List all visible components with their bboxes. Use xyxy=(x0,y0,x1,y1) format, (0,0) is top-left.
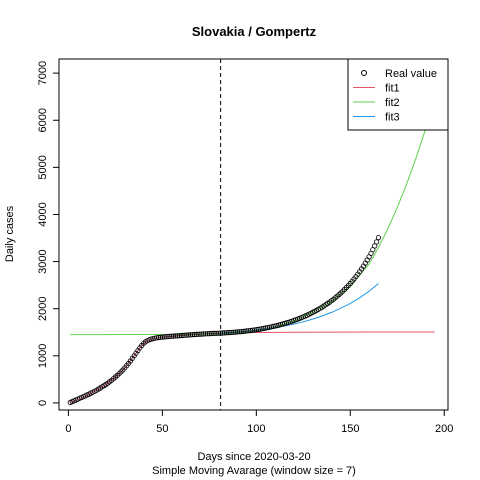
y-tick-label: 3000 xyxy=(37,249,49,273)
chart-title: Slovakia / Gompertz xyxy=(192,24,317,39)
legend-label: fit2 xyxy=(385,97,400,109)
y-tick-label: 1000 xyxy=(37,344,49,368)
x-tick-label: 0 xyxy=(65,423,71,435)
y-tick-label: 6000 xyxy=(37,108,49,132)
series-line-fit2 xyxy=(70,106,435,335)
y-tick-label: 7000 xyxy=(37,61,49,85)
real-value-points xyxy=(68,235,381,404)
x-tick-label: 50 xyxy=(156,423,168,435)
series-line-fit3 xyxy=(221,284,379,334)
x-tick-label: 100 xyxy=(247,423,265,435)
y-axis-label: Daily cases xyxy=(4,205,16,262)
y-axis: 0 1000 2000 3000 4000 5000 6000 7000 xyxy=(37,61,59,406)
y-tick-label: 4000 xyxy=(37,202,49,226)
legend-label: Real value xyxy=(385,68,437,80)
y-tick-label: 5000 xyxy=(37,155,49,179)
x-tick-label: 200 xyxy=(435,423,453,435)
legend-label: fit1 xyxy=(385,83,400,95)
series-layer xyxy=(70,106,435,402)
x-axis-label: Days since 2020-03-20 xyxy=(197,451,310,463)
x-axis: 0 50 100 150 200 xyxy=(65,410,453,435)
y-tick-label: 0 xyxy=(37,400,49,406)
real-value-point xyxy=(376,235,380,239)
real-value-point xyxy=(374,240,378,244)
x-axis-sublabel: Simple Moving Avarage (window size = 7) xyxy=(152,465,356,477)
legend-label: fit3 xyxy=(385,112,400,124)
y-tick-label: 2000 xyxy=(37,296,49,320)
x-tick-label: 150 xyxy=(341,423,359,435)
legend: Real value fit1 fit2 fit3 xyxy=(348,59,448,130)
